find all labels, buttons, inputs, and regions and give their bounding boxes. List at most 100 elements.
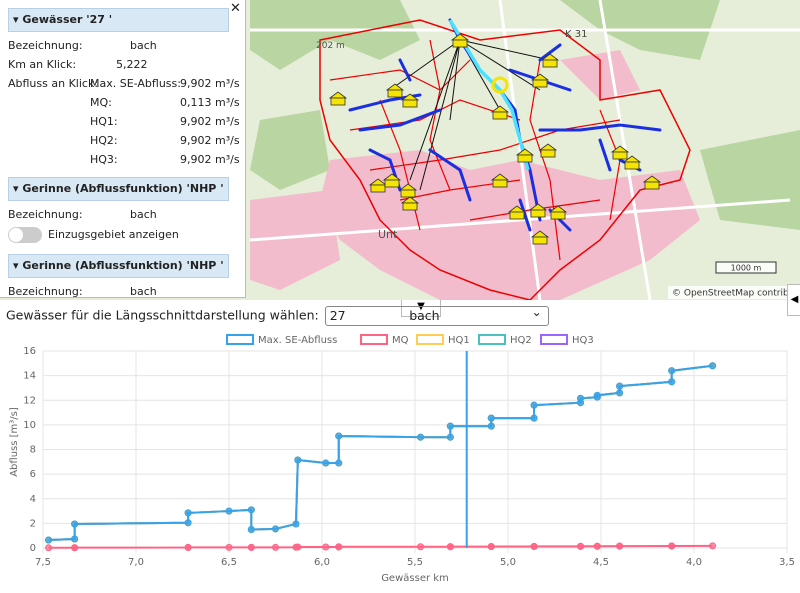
label: Bezeichnung: [8,208,83,221]
info-row: Abfluss an Klick: Max. SE-Abfluss: 9,902 m… [8,74,245,93]
value: bach [130,285,157,298]
section-title: Gerinne (Abflussfunktion) 'NHP ' [22,259,224,272]
series-line [48,364,713,541]
value: bach [130,39,157,52]
legend-label: Max. SE-Abfluss [258,335,337,346]
sidebar-toggle[interactable]: ◀ [787,284,800,316]
section-header[interactable]: ▾ Gewässer '27 ' [8,8,229,32]
data-point [45,536,53,544]
series-line [48,364,713,541]
toggle-label: Einzugsgebiet anzeigen [48,228,179,241]
value: 0,113 m³/s [180,96,240,109]
road [249,0,800,300]
click-marker [491,76,509,94]
legend-label: HQ1 [448,335,470,346]
sublabel: MQ: [90,96,112,109]
data-point [71,535,79,543]
info-row: HQ3: 9,902 m³/s [8,150,245,169]
x-tick-label: 7,0 [128,557,144,568]
toggle-row: Einzugsgebiet anzeigen [8,224,245,246]
data-point [709,362,717,370]
data-point [71,544,79,552]
data-point [446,422,454,430]
y-tick-label: 0 [30,543,36,554]
data-point [272,543,279,551]
data-point [184,543,192,551]
label: Bezeichnung: [8,39,83,52]
data-point [530,401,538,409]
data-point [247,506,255,514]
y-tick-label: 12 [23,395,36,406]
legend-swatch [416,334,444,345]
value: 9,902 m³/s [180,77,240,90]
forest [250,0,800,230]
data-point [668,367,676,375]
y-tick-label: 4 [30,494,36,505]
data-point [487,422,495,430]
x-tick-label: 6,5 [221,557,237,568]
sublabel: HQ3: [90,153,118,166]
x-tick-label: 7,5 [35,557,51,568]
river-select[interactable]: 27 bach [324,303,549,326]
section-header[interactable]: ▾ Gerinne (Abflussfunktion) 'NHP ' [8,254,229,278]
catchment [319,19,691,300]
data-point [446,433,454,441]
info-row: Bezeichnung: bach [8,282,245,298]
y-axis-title: Abfluss [m³/s] [9,407,20,477]
data-point [668,378,676,386]
legend-label: MQ [392,335,409,346]
data-point [294,456,302,464]
legend-swatch [360,334,388,345]
series-line [48,544,713,549]
attribution-bg [668,286,800,299]
scale-bar [715,261,777,274]
data-point [417,543,425,551]
chart: Abfluss [m³/s] Gewässer km 0 2 4 6 8 10 12 14 16… [9,334,795,584]
connection [389,39,551,191]
attribution[interactable]: © OpenStreetMap contributo [672,289,800,299]
label: Km an Klick: [8,58,77,71]
data-point [335,459,343,467]
x-axis-title: Gewässer km [381,573,449,584]
value: 9,902 m³/s [180,134,240,147]
y-tick-label: 2 [30,518,36,529]
data-point [184,519,192,527]
section-header[interactable]: ▾ Gerinne (Abflussfunktion) 'NHP ' [8,177,229,201]
section-title: Gerinne (Abflussfunktion) 'NHP ' [22,182,224,195]
sublabel: HQ2: [90,134,118,147]
data-point [487,543,495,551]
legend-swatch [226,334,254,345]
y-tick-label: 6 [30,469,36,480]
map-label: K 31 [565,29,587,40]
x-tick-label: 6,0 [314,557,330,568]
x-tick-label: 5,5 [407,557,423,568]
map-label: 202 m [316,41,345,51]
legend-label: HQ2 [510,335,532,346]
sublabel: Max. SE-Abfluss: [90,77,181,90]
data-point [322,459,330,467]
info-row: MQ: 0,113 m³/s [8,93,245,112]
close-button[interactable]: ✕ [230,1,241,16]
data-point [593,542,601,550]
data-point [530,542,538,550]
data-point [71,520,79,528]
x-tick-label: 5,0 [500,557,516,568]
toggle[interactable] [8,227,42,243]
selector-row: Gewässer für die Längsschnittdarstellung… [6,303,549,326]
info-row: Km an Klick: 5,222 [8,55,245,74]
data-point [668,542,676,550]
data-point [335,543,343,551]
data-point [272,525,279,533]
label: Abfluss an Klick: [8,77,99,90]
data-point [247,543,255,551]
data-point [616,389,624,397]
data-point [294,543,302,551]
legend-swatch [478,334,506,345]
data-point [417,433,425,441]
scale-label: 1000 m [731,264,762,273]
info-row: HQ2: 9,902 m³/s [8,131,245,150]
x-tick-label: 3,5 [779,557,795,568]
info-row: Bezeichnung: bach [8,205,245,224]
x-tick-label: 4,0 [686,557,702,568]
data-point [577,542,585,550]
